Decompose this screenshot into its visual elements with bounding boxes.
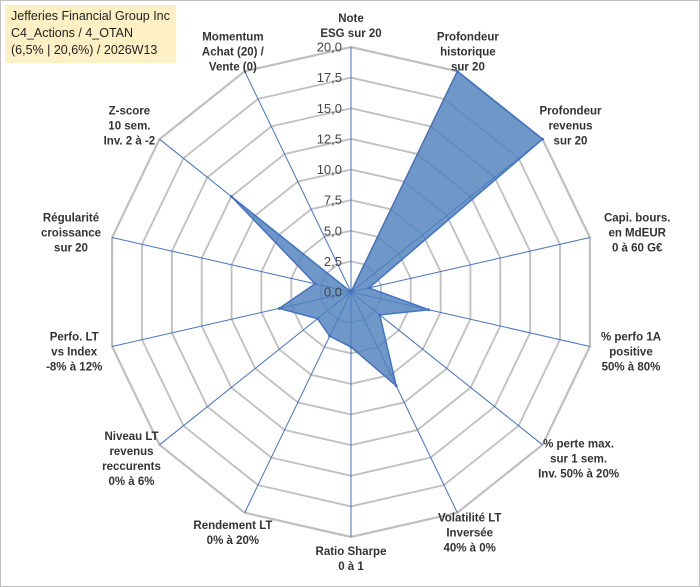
axis-label-11: Régularité croissance sur 20	[41, 213, 101, 255]
axis-label-2: Profondeur revenus sur 20	[540, 106, 602, 148]
data-point-6	[394, 384, 398, 388]
axis-label-line: revenus	[548, 121, 592, 133]
axis-label-line: Profondeur	[437, 31, 499, 43]
axis-label-line: croissance	[41, 228, 101, 240]
axis-label-1: Profondeur historique sur 20	[437, 31, 499, 73]
axis-label-line: Momentum	[202, 31, 263, 43]
axis-label-line: vs Index	[51, 346, 98, 358]
axis-label-line: 0% à 20%	[207, 535, 259, 547]
axis-label-line: ESG sur 20	[320, 28, 381, 40]
data-point-1	[455, 69, 459, 73]
axis-label-line: historique	[440, 46, 496, 58]
axis-spoke-11	[111, 237, 352, 293]
axis-label-10: Perfo. LT vs Index -8% à 12%	[46, 331, 102, 373]
tick-label-4: 10,0	[317, 162, 342, 177]
axis-spoke-3	[350, 237, 591, 293]
axis-label-line: sur 20	[554, 136, 588, 148]
chart-title-box: Jefferies Financial Group Inc C4_Actions…	[5, 5, 176, 63]
axis-label-line: 10 sem.	[108, 121, 150, 133]
axis-spoke-5	[350, 291, 543, 446]
axis-label-7: Ratio Sharpe 0 à 1	[316, 546, 387, 573]
tick-label-6: 15,0	[317, 101, 342, 116]
radar-axis-labels: Note ESG sur 20 Profondeur historique sur 20…	[41, 13, 670, 573]
tick-label-7: 17,5	[317, 70, 342, 85]
axis-label-8: Rendement LT 0% à 20%	[193, 520, 272, 547]
axis-label-line: 40% à 0%	[443, 543, 495, 555]
axis-label-line: Note	[338, 13, 364, 25]
data-point-8	[328, 334, 332, 338]
data-point-11	[313, 282, 317, 286]
axis-label-line: Capi. bours.	[604, 213, 670, 225]
axis-spoke-13	[244, 71, 352, 293]
data-point-10	[277, 306, 281, 310]
axis-label-line: Rendement LT	[193, 520, 272, 532]
data-point-3	[367, 286, 371, 290]
data-point-13	[349, 290, 353, 294]
axis-label-line: Inv. 50% à 20%	[538, 469, 619, 481]
axis-label-3: Capi. bours. en MdEUR 0 à 60 G€	[604, 213, 670, 255]
axis-label-0: Note ESG sur 20	[320, 13, 381, 40]
axis-label-9: Niveau LT revenus reccurents 0% à 6%	[102, 431, 161, 488]
axis-label-line: Achat (20) /	[202, 46, 265, 58]
axis-label-line: sur 20	[54, 243, 88, 255]
axis-label-line: positive	[609, 346, 652, 358]
axis-label-12: Z-score 10 sem. Inv. 2 à -2	[104, 106, 156, 148]
chart-title-line-3: (6,5% | 20,6%) / 2026W13	[11, 43, 158, 57]
axis-label-6: Volatilité LT Inversée 40% à 0%	[438, 513, 501, 555]
data-point-5	[378, 313, 382, 317]
axis-label-line: % perfo 1A	[601, 331, 661, 343]
axis-label-line: Vente (0)	[209, 61, 257, 73]
axis-label-line: 0% à 6%	[108, 476, 154, 488]
axis-label-line: 0 à 1	[338, 561, 364, 573]
tick-label-2: 5,0	[324, 223, 342, 238]
data-point-2	[541, 137, 544, 141]
axis-label-line: Régularité	[43, 213, 99, 225]
chart-title-line-1: Jefferies Financial Group Inc	[11, 9, 170, 23]
axis-label-line: % perte max.	[543, 439, 614, 451]
axis-label-line: sur 20	[451, 61, 485, 73]
axis-label-5: % perte max. sur 1 sem. Inv. 50% à 20%	[538, 439, 619, 481]
tick-label-5: 12,5	[317, 131, 342, 146]
radar-series	[229, 69, 544, 388]
axis-label-line: Profondeur	[540, 106, 602, 118]
axis-label-line: Z-score	[109, 106, 151, 118]
series-area-0	[230, 70, 544, 387]
data-point-7	[349, 345, 353, 349]
axis-label-4: % perfo 1A positive 50% à 80%	[601, 331, 661, 373]
tick-label-0: 0,0	[324, 285, 342, 300]
tick-label-3: 7,5	[324, 193, 342, 208]
data-point-9	[316, 317, 319, 321]
tick-label-1: 2,5	[324, 254, 342, 269]
axis-label-line: revenus	[109, 446, 153, 458]
tick-label-8: 20,0	[317, 40, 342, 55]
axis-label-line: reccurents	[102, 461, 161, 473]
radar-tick-labels: 0,0 2,5 5,0 7,5 10,0 12,5 15,0 17,5 20,0	[317, 40, 342, 300]
axis-label-line: Inversée	[446, 528, 493, 540]
data-point-12	[229, 195, 233, 198]
axis-label-line: 0 à 60 G€	[612, 243, 663, 255]
axis-label-line: sur 1 sem.	[550, 454, 607, 466]
chart-title-line-2: C4_Actions / 4_OTAN	[11, 26, 134, 40]
axis-label-line: 50% à 80%	[602, 361, 661, 373]
axis-label-line: Ratio Sharpe	[316, 546, 387, 558]
axis-label-13: Momentum Achat (20) / Vente (0)	[202, 31, 265, 73]
axis-label-line: Inv. 2 à -2	[104, 136, 156, 148]
axis-label-line: -8% à 12%	[46, 361, 102, 373]
axis-label-line: Perfo. LT	[50, 331, 99, 343]
axis-label-line: Volatilité LT	[438, 513, 501, 525]
data-point-4	[427, 308, 431, 312]
axis-label-line: Niveau LT	[104, 431, 158, 443]
axis-label-line: en MdEUR	[608, 228, 666, 240]
